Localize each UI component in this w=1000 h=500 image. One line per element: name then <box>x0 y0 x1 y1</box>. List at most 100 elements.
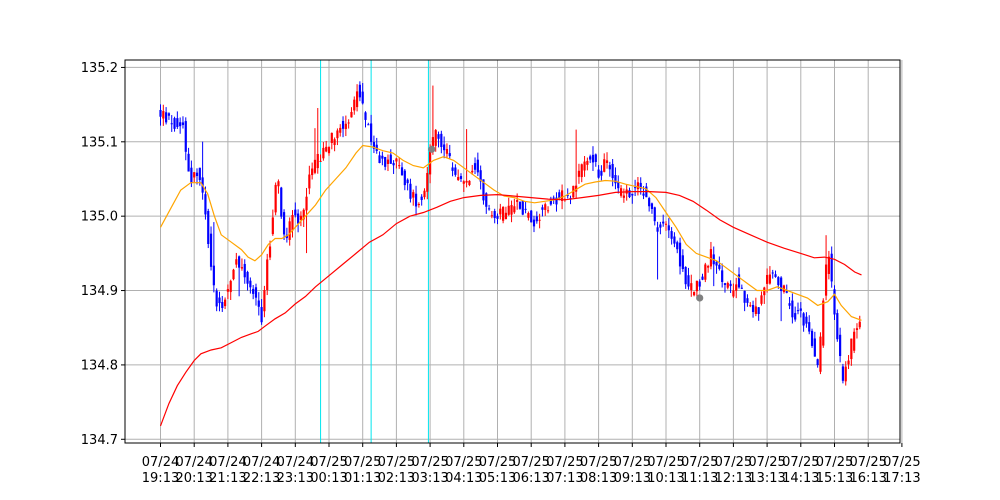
candle-body-up <box>749 305 752 307</box>
candle-body-up <box>266 259 269 291</box>
candle-body-down <box>361 91 364 104</box>
candle-body-down <box>676 242 679 250</box>
candle-body-down <box>249 280 252 288</box>
candle-body-up <box>827 256 830 274</box>
candle-body-down <box>830 253 833 282</box>
candle-body-up <box>291 215 294 231</box>
x-tick-label-date: 07/25 <box>614 455 651 470</box>
candle-body-up <box>580 164 583 178</box>
candle-body-down <box>437 134 440 139</box>
candle-body-down <box>187 153 190 172</box>
candle-body-up <box>471 170 474 173</box>
candle-body-up <box>853 331 856 351</box>
x-tick-label-time: 17:13 <box>883 471 920 486</box>
candle-body-down <box>662 221 665 224</box>
candle-body-down <box>631 193 634 196</box>
candle-body-down <box>614 175 617 184</box>
candle-body-up <box>386 159 390 164</box>
candle-body-down <box>667 225 670 231</box>
candle-body-up <box>274 184 277 213</box>
candle-body-up <box>692 292 696 296</box>
candle-body-down <box>170 123 173 125</box>
candle-body-up <box>299 215 303 220</box>
candle-body-up <box>445 149 449 154</box>
candle-body-down <box>246 271 249 284</box>
candle-body-down <box>723 283 727 285</box>
candle-body-down <box>297 213 300 224</box>
x-tick-label-date: 07/25 <box>748 455 785 470</box>
candle-body-up <box>347 122 350 124</box>
candle-body-down <box>541 207 544 210</box>
x-tick-label-time: 15:13 <box>816 471 853 486</box>
candle-body-down <box>594 154 597 162</box>
x-tick-label-time: 04:13 <box>445 471 482 486</box>
candle-body-up <box>709 249 713 267</box>
candle-body-down <box>280 187 283 217</box>
candle-body-down <box>532 219 536 227</box>
y-tick-label: 135.2 <box>81 61 118 76</box>
candle-body-down <box>218 297 221 304</box>
candle-body-up <box>235 259 238 265</box>
candle-body-up <box>462 181 465 184</box>
candle-body-up <box>226 289 229 292</box>
x-tick-label-date: 07/25 <box>512 455 549 470</box>
candle-body-down <box>558 192 561 199</box>
x-tick-label-date: 07/25 <box>849 455 886 470</box>
candle-body-up <box>193 172 196 178</box>
candle-body-down <box>409 183 412 199</box>
candle-body-down <box>443 144 446 151</box>
candle-body-up <box>429 148 432 175</box>
candle-body-up <box>695 280 698 292</box>
candle-body-up <box>636 182 640 190</box>
y-tick-label: 134.8 <box>81 358 118 373</box>
candle-body-down <box>681 255 684 270</box>
candle-body-up <box>423 190 426 198</box>
candle-body-up <box>277 181 280 187</box>
candle-body-down <box>653 207 656 222</box>
candle-body-down <box>659 224 662 228</box>
x-tick-label-time: 03:13 <box>411 471 448 486</box>
x-tick-label-time: 08:13 <box>580 471 617 486</box>
x-tick-label-date: 07/25 <box>647 455 684 470</box>
candle-body-down <box>698 281 701 287</box>
x-tick-label-date: 07/24 <box>142 455 179 470</box>
moving-average-lines <box>159 144 862 427</box>
candle-body-down <box>836 313 839 340</box>
candle-body-down <box>173 118 176 129</box>
candle-body-up <box>704 264 707 280</box>
candle-body-down <box>810 330 814 346</box>
candle-body-down <box>774 274 777 277</box>
candle-body-up <box>305 196 308 211</box>
candle-body-down <box>400 167 404 176</box>
x-tick-label-date: 07/25 <box>445 455 482 470</box>
candle-body-down <box>209 233 213 267</box>
candle-body-down <box>367 124 370 126</box>
candle-body-down <box>785 291 788 293</box>
candle-body-down <box>378 155 381 163</box>
candle-body-down <box>167 113 171 116</box>
candle-body-down <box>212 265 215 286</box>
candle-body-up <box>546 210 550 212</box>
candle-body-down <box>535 216 538 222</box>
candle-body-down <box>493 211 496 219</box>
x-tick-label-date: 07/25 <box>580 455 617 470</box>
candle-body-up <box>412 192 415 198</box>
candle-body-up <box>350 111 353 118</box>
x-tick-label-time: 12:13 <box>715 471 752 486</box>
x-axis: 07/2419:1307/2420:1307/2421:1307/2422:13… <box>142 443 921 486</box>
candle-body-up <box>308 174 311 189</box>
candle-body-down <box>802 313 805 326</box>
candle-body-up <box>858 321 861 328</box>
candle-body-down <box>243 263 246 278</box>
candle-body-up <box>603 159 606 172</box>
x-tick-label-time: 11:13 <box>681 471 718 486</box>
candle-body-up <box>263 290 266 312</box>
candle-body-down <box>737 274 741 288</box>
candle-body-down <box>791 300 794 318</box>
candle-body-up <box>754 306 757 314</box>
candle-body-up <box>434 130 437 146</box>
candle-body-down <box>372 142 376 149</box>
candle-body-down <box>816 359 819 366</box>
candle-body-down <box>406 179 409 184</box>
